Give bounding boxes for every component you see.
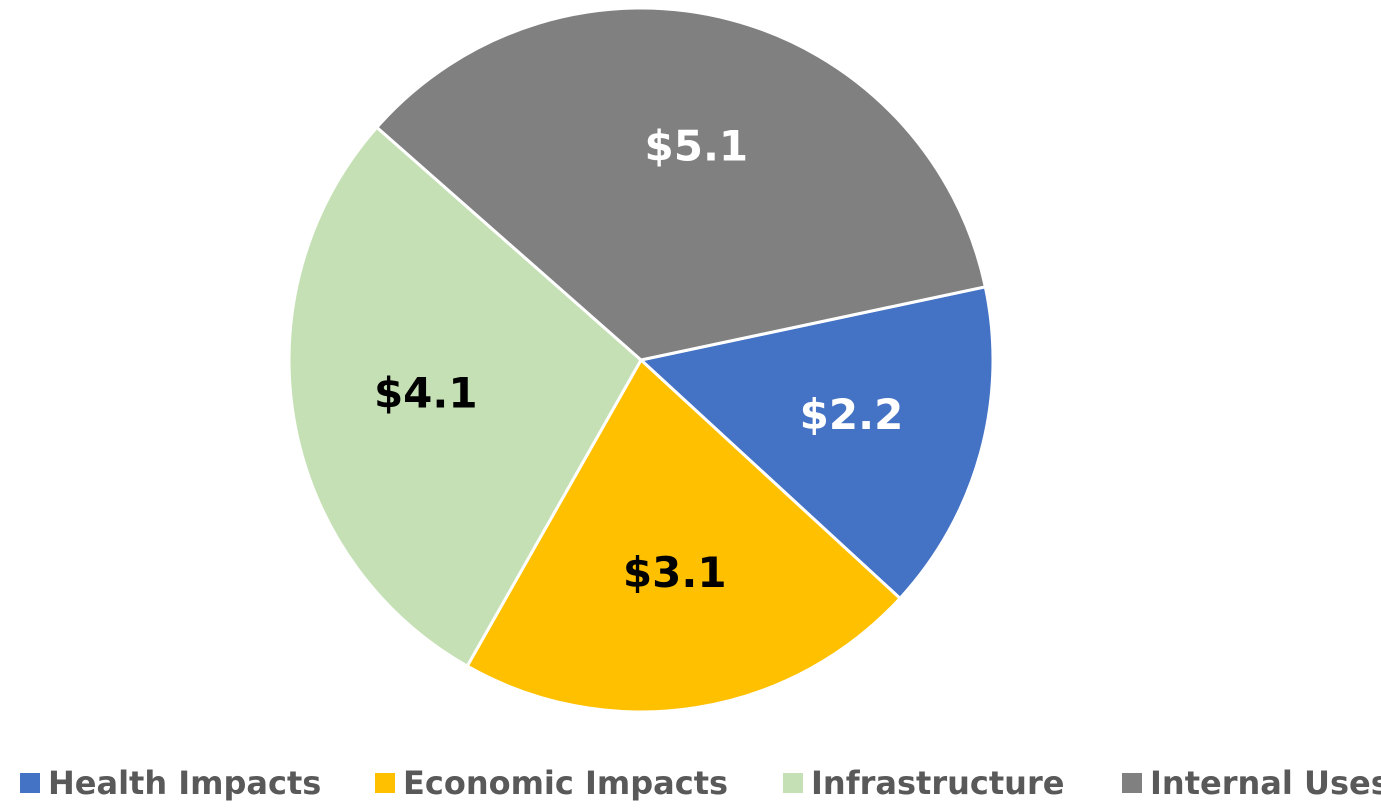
legend-label: Internal Uses [1150, 764, 1381, 802]
legend-swatch [783, 773, 803, 793]
data-label: $4.1 [374, 369, 478, 418]
legend-label: Health Impacts [48, 764, 321, 802]
data-label: $5.1 [645, 121, 749, 170]
data-label: $2.2 [800, 390, 904, 439]
pie-slice [465, 357, 903, 714]
legend-label: Infrastructure [811, 764, 1064, 802]
legend-label: Economic Impacts [403, 764, 728, 802]
pie-slice [374, 6, 988, 362]
legend-swatch [20, 773, 40, 793]
legend-swatch [375, 773, 395, 793]
legend-swatch [1122, 773, 1142, 793]
pie-slice [637, 285, 995, 601]
pie-slice [287, 125, 643, 669]
data-label: $3.1 [623, 548, 727, 597]
